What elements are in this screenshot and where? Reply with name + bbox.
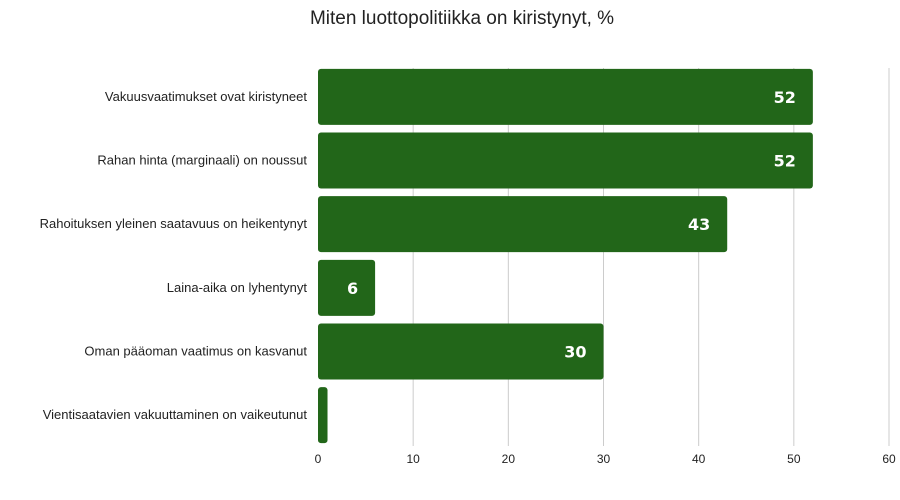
category-label: Vientisaatavien vakuuttaminen on vaikeut… xyxy=(43,407,308,422)
bar-value-label: 43 xyxy=(688,215,710,234)
category-label: Rahan hinta (marginaali) on noussut xyxy=(97,153,307,168)
x-tick-label: 20 xyxy=(502,452,516,466)
x-tick-label: 60 xyxy=(882,452,896,466)
x-tick-label: 50 xyxy=(787,452,801,466)
category-label: Vakuusvaatimukset ovat kiristyneet xyxy=(105,89,307,104)
x-tick-label: 30 xyxy=(597,452,611,466)
x-tick-label: 40 xyxy=(692,452,706,466)
chart-title: Miten luottopolitiikka on kiristynyt, % xyxy=(310,8,614,29)
bar-value-label: 52 xyxy=(774,152,796,171)
bar-value-label: 52 xyxy=(774,88,796,107)
bar xyxy=(318,196,728,253)
category-label: Oman pääoman vaatimus on kasvanut xyxy=(84,344,307,359)
bar xyxy=(318,68,813,125)
x-tick-label: 0 xyxy=(315,452,322,466)
bar xyxy=(318,323,604,380)
bars: 52 52 43 6 30 xyxy=(318,68,813,444)
bar-value-label: 6 xyxy=(347,279,358,298)
bar xyxy=(318,259,376,316)
category-label: Laina-aika on lyhentynyt xyxy=(167,280,308,295)
category-label: Rahoituksen yleinen saatavuus on heikent… xyxy=(40,216,308,231)
category-labels: Vakuusvaatimukset ovat kiristyneet Rahan … xyxy=(40,89,308,422)
x-axis-ticks: 0 10 20 30 40 50 60 xyxy=(315,452,896,466)
x-tick-label: 10 xyxy=(406,452,420,466)
bar-value-label: 30 xyxy=(564,343,586,362)
gridlines xyxy=(412,68,890,446)
bar xyxy=(318,132,813,189)
bar xyxy=(318,387,328,444)
